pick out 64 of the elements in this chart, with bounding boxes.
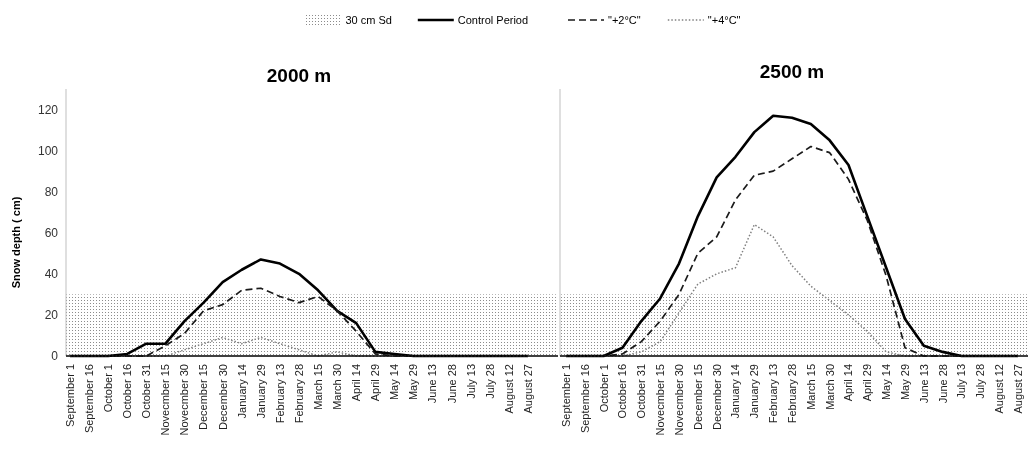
x-tick-label: March 30 <box>331 364 344 410</box>
x-tick-label: June 28 <box>936 364 949 404</box>
x-tick-label: September 16 <box>82 364 95 434</box>
x-tick-label: Novecmber 30 <box>672 364 685 436</box>
x-tick-label: February 28 <box>292 364 305 424</box>
x-tick-label: April 14 <box>842 364 855 402</box>
legend-label: "+2°C" <box>608 13 641 26</box>
x-tick-label: May 29 <box>898 364 911 401</box>
x-tick-label: December 30 <box>216 364 229 431</box>
y-tick-label: 20 <box>44 308 59 323</box>
x-tick-label: February 13 <box>767 364 780 424</box>
x-tick-label: October 16 <box>121 364 134 419</box>
x-tick-label: September 1 <box>559 364 572 427</box>
x-tick-label: July 28 <box>974 364 987 399</box>
x-tick-label: December 30 <box>710 364 723 431</box>
x-tick-label: August 27 <box>1011 364 1024 414</box>
x-tick-label: June 13 <box>426 364 439 404</box>
x-tick-label: February 13 <box>273 364 286 424</box>
x-tick-label: March 15 <box>311 364 324 410</box>
y-tick-label: 40 <box>44 267 59 282</box>
x-tick-label: September 1 <box>63 364 76 427</box>
x-tick-label: October 16 <box>616 364 629 419</box>
x-tick-label: July 13 <box>955 364 968 399</box>
x-tick-label: December 15 <box>197 364 210 431</box>
x-tick-label: March 30 <box>823 364 836 410</box>
legend-label: Control Period <box>457 13 529 26</box>
x-tick-label: May 29 <box>407 364 420 401</box>
y-tick-label: 100 <box>37 143 59 158</box>
x-tick-label: October 1 <box>597 364 610 413</box>
x-tick-label: July 28 <box>483 364 496 399</box>
x-tick-label: September 16 <box>578 364 591 434</box>
x-tick-label: March 15 <box>804 364 817 410</box>
y-tick-label: 60 <box>44 225 59 240</box>
y-axis-title: Snow depth ( cm) <box>10 196 22 289</box>
y-tick-label: 0 <box>51 349 59 364</box>
x-tick-label: April 29 <box>861 364 874 402</box>
x-tick-label: August 12 <box>993 364 1006 414</box>
x-tick-label: Novecmber 30 <box>178 364 191 436</box>
y-tick-label: 120 <box>37 102 59 117</box>
x-tick-label: January 29 <box>748 364 761 419</box>
x-tick-label: December 15 <box>691 364 704 431</box>
legend-label: 30 cm Sd <box>345 13 392 26</box>
x-tick-label: April 14 <box>350 364 363 402</box>
x-tick-label: October 31 <box>635 364 648 419</box>
x-tick-label: January 29 <box>254 364 267 419</box>
legend-label: "+4°C" <box>707 13 741 26</box>
x-tick-label: October 31 <box>140 364 153 419</box>
x-tick-label: Novecmber 15 <box>159 364 172 436</box>
x-tick-label: Novecmber 15 <box>654 364 667 436</box>
x-tick-label: August 12 <box>502 364 515 414</box>
y-tick-label: 80 <box>44 184 59 199</box>
x-tick-label: January 14 <box>729 364 742 419</box>
x-tick-label: February 28 <box>785 364 798 424</box>
x-tick-label: June 28 <box>445 364 458 404</box>
x-tick-label: May 14 <box>880 364 893 401</box>
x-tick-label: January 14 <box>235 364 248 419</box>
chart-title: 2500 m <box>759 61 825 82</box>
chart-title: 2000 m <box>266 65 332 86</box>
x-tick-label: July 13 <box>464 364 477 399</box>
x-tick-label: October 1 <box>102 364 115 413</box>
x-tick-label: May 14 <box>388 364 401 401</box>
x-tick-label: August 27 <box>521 364 534 414</box>
x-tick-label: June 13 <box>917 364 930 404</box>
x-tick-label: April 29 <box>369 364 382 402</box>
